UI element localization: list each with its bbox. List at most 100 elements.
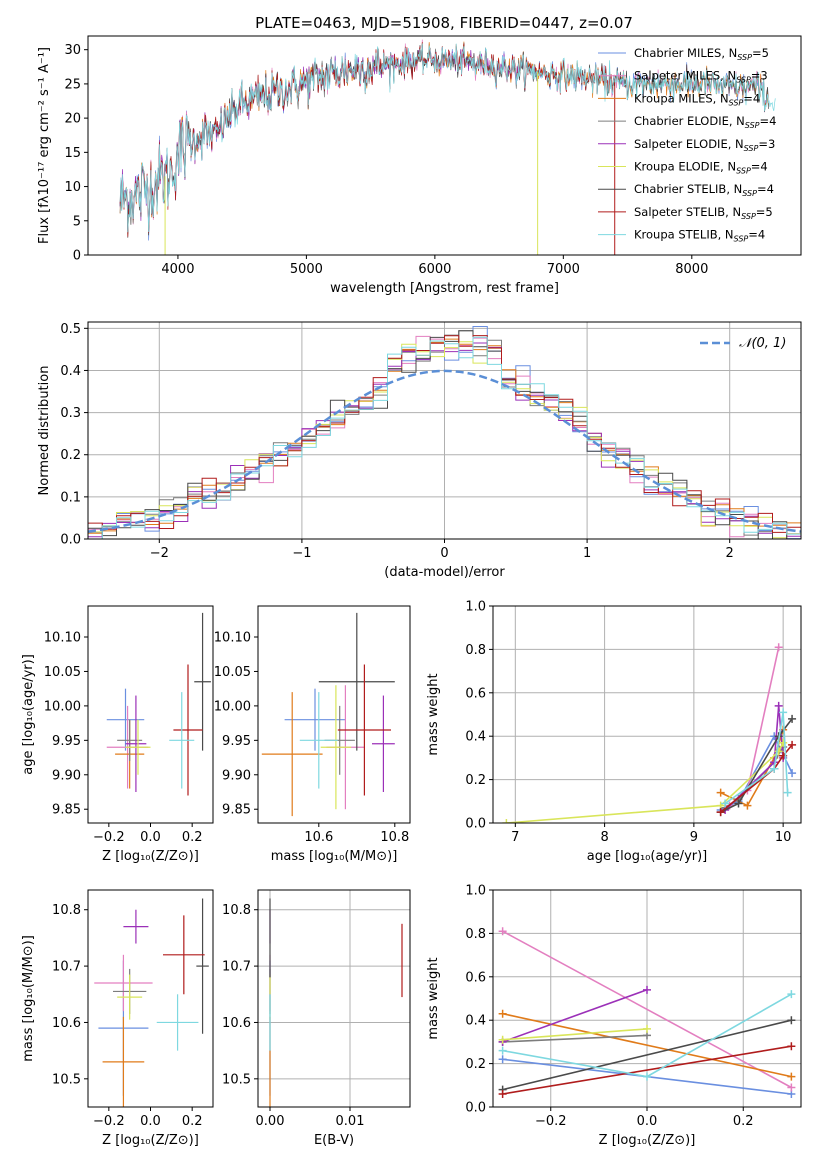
legend-subscript: SSP (736, 167, 751, 176)
weight-line-salpeter-stelib (720, 744, 793, 813)
weight_vs_Z-frame (492, 889, 802, 1108)
x-tick-label: 0 (440, 546, 448, 561)
mass_vs_Z-frame (87, 889, 214, 1108)
spectrum-axes: 4000 5000 6000 7000 8000 0 5 10 15 20 25 30 waveleng… (37, 43, 708, 296)
y-tick-label: 0.6 (465, 970, 486, 985)
legend-entry: Kroupa STELIB, NSSP=4 (634, 228, 765, 244)
y-axis-label: Flux [fλ10⁻¹⁷ erg cm⁻² s⁻¹ A⁻¹] (37, 47, 52, 244)
error-bar-kroupa-elodie (117, 974, 143, 1020)
y-tick-label: 0.0 (465, 1101, 486, 1116)
y-tick-label: 10.7 (222, 960, 251, 975)
weight-marker (643, 1024, 651, 1033)
legend-label: Salpeter ELODIE, N (634, 137, 744, 151)
weight-marker (716, 808, 725, 817)
y-tick-label: 10.10 (44, 631, 81, 646)
age_vs_Z-axes: −0.2 0.0 0.2 9.85 9.90 9.95 10.00 10.05 10.10 Z [… (21, 631, 203, 865)
y-tick-label: 1.0 (465, 884, 486, 899)
y-tick-label: 10.6 (52, 1016, 81, 1031)
y-tick-label: 0.8 (465, 927, 486, 942)
y-tick-label: 9.95 (222, 734, 251, 749)
x-tick-label: 10 (775, 830, 792, 845)
legend-label: Kroupa ELODIE, N (634, 160, 736, 174)
y-tick-label: 10.5 (52, 1072, 81, 1087)
x-tick-label: 0.01 (336, 1114, 365, 1129)
x-tick-label: 0.0 (140, 1114, 161, 1129)
age_vs_mass-points (261, 612, 395, 817)
error-bar-kroupa-stelib (156, 994, 199, 1051)
weight-marker (502, 819, 511, 823)
y-tick-label: 10.6 (222, 1016, 251, 1031)
x-axis-label: (data-model)/error (384, 565, 505, 580)
x-tick-label: 0.2 (182, 1114, 203, 1129)
y-tick-label: 10.05 (44, 665, 81, 680)
weight-marker (787, 1072, 796, 1081)
age_vs_Z-frame (87, 605, 214, 824)
legend-label: Kroupa MILES, N (634, 91, 729, 105)
legend-suffix: =3 (751, 69, 768, 83)
error-bar-kroupa-stelib (299, 692, 338, 789)
x-tick-label: 0.2 (733, 1114, 754, 1129)
y-tick-label: 10.7 (52, 960, 81, 975)
legend-subscript: SSP (744, 144, 759, 153)
legend-suffix: =4 (743, 91, 760, 105)
mass_vs_ebv-axes: 0.00 0.01 10.5 10.6 10.7 10.8 E(B-V) (222, 890, 410, 1148)
y-tick-label: 10.10 (214, 631, 251, 646)
legend-suffix: =4 (748, 228, 765, 242)
x-tick-label: 2 (726, 546, 734, 561)
y-tick-label: 5 (73, 214, 81, 229)
weight-line-chabrier-stelib (502, 1019, 792, 1091)
legend-subscript: SSP (736, 76, 751, 85)
x-axis-label: mass [log₁₀(M/M⊙)] (271, 849, 398, 864)
weight-marker (716, 788, 725, 797)
legend-suffix: =4 (751, 160, 768, 174)
legend-subscript: SSP (741, 212, 756, 221)
weight-marker (643, 985, 651, 994)
legend-entry: Salpeter STELIB, NSSP=5 (634, 205, 773, 221)
error-bar-salpeter-elodie (372, 695, 395, 792)
x-axis-label: Z [log₁₀(Z/Z⊙)] (102, 849, 199, 864)
legend-entry: 𝒩(0, 1) (739, 336, 786, 351)
y-tick-label: 10.05 (214, 665, 251, 680)
error-bar-salpeter-elodie (123, 909, 149, 944)
weight-marker (498, 1055, 507, 1064)
y-tick-label: 10.5 (222, 1072, 251, 1087)
y-tick-label: 0.2 (60, 448, 81, 463)
legend-subscript: SSP (729, 98, 744, 107)
x-tick-label: 7000 (547, 262, 580, 277)
x-tick-label: 8 (600, 830, 608, 845)
weight-marker (788, 714, 797, 723)
weight-marker (643, 1072, 651, 1081)
weight-marker (734, 799, 743, 808)
age_vs_mass-axes: 10.6 10.8 9.85 9.90 9.95 10.00 10.05 10.10 mass … (214, 631, 409, 865)
legend-label: Salpeter MILES, N (634, 69, 736, 83)
spectrum-series-chabrier-stelib (119, 43, 769, 238)
x-tick-label: 4000 (161, 262, 194, 277)
spectrum-lines (119, 39, 776, 255)
weight-marker (498, 1009, 507, 1018)
x-tick-label: 0.00 (256, 1114, 285, 1129)
x-tick-label: 5000 (290, 262, 323, 277)
residual-legend: 𝒩(0, 1) (700, 336, 786, 351)
x-tick-label: −0.2 (93, 830, 125, 845)
y-tick-label: 0.1 (60, 490, 81, 505)
y-tick-label: 0.5 (60, 322, 81, 337)
spectrum-frame (87, 35, 802, 256)
age_vs_Z-points (106, 612, 211, 796)
mass_vs_ebv-frame (257, 889, 411, 1108)
weight-marker (743, 801, 752, 810)
weight-marker (498, 1046, 507, 1055)
x-axis-label: E(B-V) (314, 1133, 354, 1148)
y-tick-label: 0.8 (465, 643, 486, 658)
error-bar-chabrier-stelib (318, 612, 395, 751)
y-axis-label: Normed distribution (37, 366, 52, 496)
weight_vs_Z-lines (498, 927, 796, 1098)
weight-line-kroupa-elodie (506, 742, 784, 823)
error-bar-chabrier-miles (106, 688, 145, 751)
error-bar-kroupa-stelib (169, 692, 195, 789)
mass_vs_Z-points (94, 898, 209, 1107)
y-tick-label: 1.0 (465, 600, 486, 615)
x-tick-label: −2 (150, 546, 169, 561)
y-tick-label: 10.00 (214, 699, 251, 714)
x-tick-label: 10.6 (304, 830, 333, 845)
